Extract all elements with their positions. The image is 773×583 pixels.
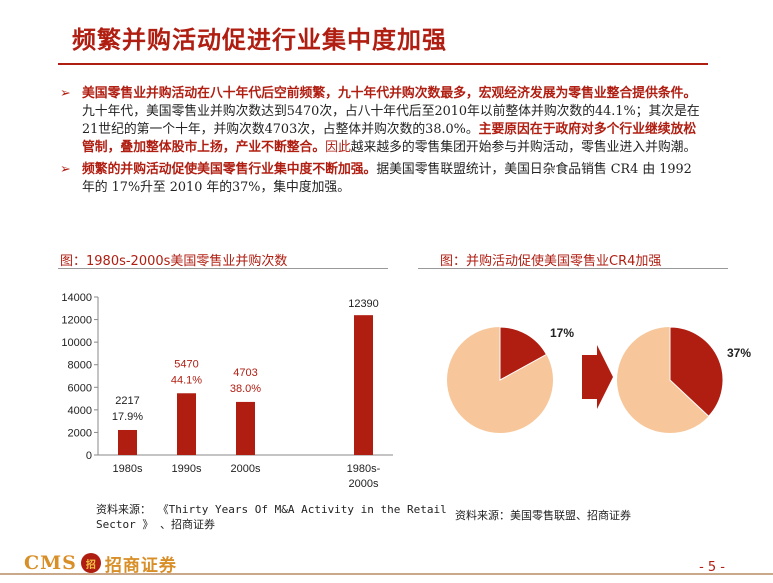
x-tick-label: 2000s <box>349 478 379 490</box>
bullet-list: ➢ 美国零售业并购活动在八十年代后空前频繁，九十年代并购次数最多，宏观经济发展为… <box>60 85 700 201</box>
bullet-1-tail: 越来越多的零售集团开始参与并购活动，零售业进入并购潮。 <box>350 140 697 155</box>
pie-share-slice <box>499 326 548 381</box>
page-title: 频繁并购活动促进行业集中度加强 <box>72 26 447 54</box>
pie-share-slice <box>669 326 724 417</box>
bullet-1-reason: 主要原因在于政府对多个行业继续放松管制，叠加整体股市上扬，产业不断整合。 <box>82 122 697 155</box>
bullet-2-body: 据美国零售联盟统计，美国日杂食品销售 CR4 由 1992 年的 17%升至 2… <box>82 162 692 195</box>
y-tick-label: 10000 <box>61 337 92 349</box>
bar <box>354 315 373 455</box>
y-tick-label: 2000 <box>68 427 92 439</box>
bar-share-label: 44.1% <box>171 374 202 386</box>
bar-share-label: 17.9% <box>112 411 143 423</box>
bar <box>118 429 137 455</box>
pie-charts: 17% 37% <box>447 326 751 433</box>
logo-cms-text: CMS <box>24 552 77 574</box>
left-source-line-2: Sector 》 、招商证券 <box>96 518 215 531</box>
bullet-1-body: 九十年代，美国零售业并购次数达到5470次，占八十年代后至2010年以前整体并购… <box>82 104 700 137</box>
x-tick-label: 1990s <box>172 463 202 475</box>
y-tick-label: 14000 <box>61 292 92 304</box>
x-tick-label: 1980s <box>113 463 143 475</box>
right-chart-divider <box>418 268 728 269</box>
right-chart-source: 资料来源：美国零售联盟、招商证券 <box>455 509 631 522</box>
left-chart-source: 资料来源： 《Thirty Years Of M&A Activity in t… <box>96 502 447 532</box>
title-underline <box>58 63 708 65</box>
footer-rule <box>0 573 773 575</box>
bar-value-label: 2217 <box>115 395 139 407</box>
page-number: - 5 - <box>699 560 725 575</box>
left-chart-title: 图：1980s-2000s美国零售业并购次数 <box>60 254 288 269</box>
arrow-right-icon <box>582 345 613 409</box>
y-tick-label: 4000 <box>68 405 92 417</box>
logo-company-name: 招商证券 <box>104 555 177 576</box>
bar-share-label: 38.0% <box>230 383 261 395</box>
bar-value-label: 12390 <box>348 298 379 310</box>
y-tick-label: 12000 <box>61 315 92 327</box>
bar <box>177 393 196 455</box>
bar-value-label: 5470 <box>174 358 198 370</box>
arrow-bullet-icon: ➢ <box>60 162 71 177</box>
x-tick-label: 2000s <box>231 463 261 475</box>
y-tick-label: 0 <box>86 450 92 462</box>
pie-share-label: 17% <box>550 326 574 340</box>
bullet-2: ➢ 频繁的并购活动促使美国零售行业集中度不断加强。据美国零售联盟统计，美国日杂食… <box>60 161 700 197</box>
company-logo: CMS 招 招商证券 <box>24 552 177 576</box>
bullet-2-lead: 频繁的并购活动促使美国零售行业集中度不断加强。 <box>82 162 377 177</box>
left-source-line-1: 资料来源： 《Thirty Years Of M&A Activity in t… <box>96 503 447 516</box>
bar-chart: 0 2000 4000 6000 8000 10000 12000 14000 2217 17.9… <box>61 292 393 490</box>
bullet-1-therefore: 因此 <box>325 140 351 155</box>
y-tick-label: 8000 <box>68 360 92 372</box>
bullet-1-lead: 美国零售业并购活动在八十年代后空前频繁，九十年代并购次数最多，宏观经济发展为零售… <box>82 86 697 101</box>
logo-badge-icon: 招 <box>80 553 101 573</box>
y-tick-label: 6000 <box>68 382 92 394</box>
bullet-1: ➢ 美国零售业并购活动在八十年代后空前频繁，九十年代并购次数最多，宏观经济发展为… <box>60 85 700 157</box>
left-chart-divider <box>58 268 388 269</box>
x-tick-label: 1980s- <box>347 463 381 475</box>
arrow-bullet-icon: ➢ <box>60 86 71 101</box>
bar-value-label: 4703 <box>233 367 257 379</box>
bar <box>236 401 255 455</box>
pie-share-label: 37% <box>727 346 751 360</box>
right-chart-title: 图：并购活动促使美国零售业CR4加强 <box>440 254 662 269</box>
